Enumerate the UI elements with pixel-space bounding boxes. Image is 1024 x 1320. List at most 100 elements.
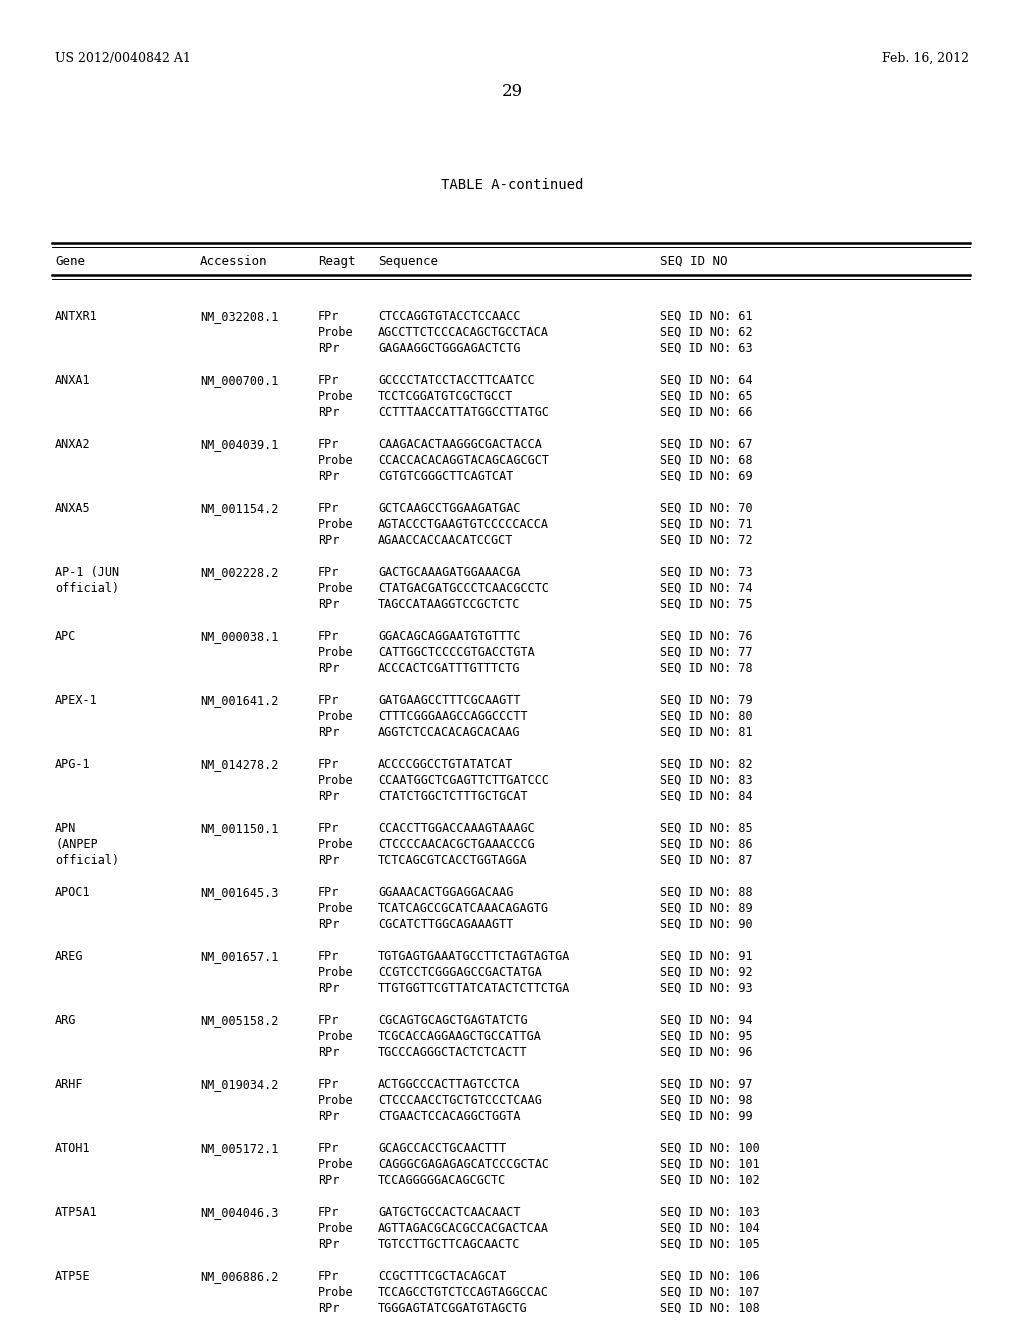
Text: ATP5A1: ATP5A1 — [55, 1206, 97, 1218]
Text: Probe: Probe — [318, 1030, 353, 1043]
Text: US 2012/0040842 A1: US 2012/0040842 A1 — [55, 51, 190, 65]
Text: ACCCACTCGATTTGTTTCTG: ACCCACTCGATTTGTTTCTG — [378, 663, 520, 675]
Text: AP-1 (JUN: AP-1 (JUN — [55, 566, 119, 579]
Text: SEQ ID NO: 106: SEQ ID NO: 106 — [660, 1270, 760, 1283]
Text: CATTGGCTCCCCGTGACCTGTA: CATTGGCTCCCCGTGACCTGTA — [378, 645, 535, 659]
Text: CTATGACGATGCCCTCAACGCCTC: CTATGACGATGCCCTCAACGCCTC — [378, 582, 549, 595]
Text: GCTCAAGCCTGGAAGATGAC: GCTCAAGCCTGGAAGATGAC — [378, 502, 520, 515]
Text: SEQ ID NO: 92: SEQ ID NO: 92 — [660, 966, 753, 979]
Text: Probe: Probe — [318, 710, 353, 723]
Text: FPr: FPr — [318, 502, 339, 515]
Text: ARG: ARG — [55, 1014, 77, 1027]
Text: TCTCAGCGTCACCTGGTAGGA: TCTCAGCGTCACCTGGTAGGA — [378, 854, 527, 867]
Text: SEQ ID NO: 79: SEQ ID NO: 79 — [660, 694, 753, 708]
Text: RPr: RPr — [318, 470, 339, 483]
Text: CAAGACACTAAGGGCGACTACCA: CAAGACACTAAGGGCGACTACCA — [378, 438, 542, 451]
Text: AGTACCCTGAAGTGTCCCCCACCA: AGTACCCTGAAGTGTCCCCCACCA — [378, 517, 549, 531]
Text: TCCTCGGATGTCGCTGCCT: TCCTCGGATGTCGCTGCCT — [378, 389, 513, 403]
Text: SEQ ID NO: 73: SEQ ID NO: 73 — [660, 566, 753, 579]
Text: SEQ ID NO: 87: SEQ ID NO: 87 — [660, 854, 753, 867]
Text: SEQ ID NO: 74: SEQ ID NO: 74 — [660, 582, 753, 595]
Text: SEQ ID NO: 88: SEQ ID NO: 88 — [660, 886, 753, 899]
Text: Probe: Probe — [318, 389, 353, 403]
Text: NM_001657.1: NM_001657.1 — [200, 950, 279, 964]
Text: CCACCACACAGGTACAGCAGCGCT: CCACCACACAGGTACAGCAGCGCT — [378, 454, 549, 467]
Text: SEQ ID NO: 78: SEQ ID NO: 78 — [660, 663, 753, 675]
Text: SEQ ID NO: 77: SEQ ID NO: 77 — [660, 645, 753, 659]
Text: FPr: FPr — [318, 1142, 339, 1155]
Text: GACTGCAAAGATGGAAACGA: GACTGCAAAGATGGAAACGA — [378, 566, 520, 579]
Text: 29: 29 — [502, 83, 522, 100]
Text: FPr: FPr — [318, 694, 339, 708]
Text: Probe: Probe — [318, 454, 353, 467]
Text: CCACCTTGGACCAAAGTAAAGC: CCACCTTGGACCAAAGTAAAGC — [378, 822, 535, 836]
Text: Probe: Probe — [318, 1286, 353, 1299]
Text: CCAATGGCTCGAGTTCTTGATCCC: CCAATGGCTCGAGTTCTTGATCCC — [378, 774, 549, 787]
Text: RPr: RPr — [318, 854, 339, 867]
Text: GGAAACACTGGAGGACAAG: GGAAACACTGGAGGACAAG — [378, 886, 513, 899]
Text: NM_006886.2: NM_006886.2 — [200, 1270, 279, 1283]
Text: ATP5E: ATP5E — [55, 1270, 91, 1283]
Text: CCTTTAACCATTATGGCCTTATGC: CCTTTAACCATTATGGCCTTATGC — [378, 407, 549, 418]
Text: AGGTCTCCACACAGCACAAG: AGGTCTCCACACAGCACAAG — [378, 726, 520, 739]
Text: GCCCCTATCCTACCTTCAATCC: GCCCCTATCCTACCTTCAATCC — [378, 374, 535, 387]
Text: SEQ ID NO: 99: SEQ ID NO: 99 — [660, 1110, 753, 1123]
Text: CTATCTGGCTCTTTGCTGCAT: CTATCTGGCTCTTTGCTGCAT — [378, 789, 527, 803]
Text: Probe: Probe — [318, 582, 353, 595]
Text: NM_014278.2: NM_014278.2 — [200, 758, 279, 771]
Text: SEQ ID NO: 102: SEQ ID NO: 102 — [660, 1173, 760, 1187]
Text: SEQ ID NO: 75: SEQ ID NO: 75 — [660, 598, 753, 611]
Text: TGTGAGTGAAATGCCTTCTAGTAGTGA: TGTGAGTGAAATGCCTTCTAGTAGTGA — [378, 950, 570, 964]
Text: (ANPEP: (ANPEP — [55, 838, 97, 851]
Text: SEQ ID NO: 66: SEQ ID NO: 66 — [660, 407, 753, 418]
Text: TTGTGGTTCGTTATCATACTCTTCTGA: TTGTGGTTCGTTATCATACTCTTCTGA — [378, 982, 570, 995]
Text: Probe: Probe — [318, 966, 353, 979]
Text: Probe: Probe — [318, 517, 353, 531]
Text: NM_004046.3: NM_004046.3 — [200, 1206, 279, 1218]
Text: Probe: Probe — [318, 902, 353, 915]
Text: RPr: RPr — [318, 1302, 339, 1315]
Text: NM_000700.1: NM_000700.1 — [200, 374, 279, 387]
Text: SEQ ID NO: 69: SEQ ID NO: 69 — [660, 470, 753, 483]
Text: FPr: FPr — [318, 950, 339, 964]
Text: Probe: Probe — [318, 1158, 353, 1171]
Text: SEQ ID NO: 98: SEQ ID NO: 98 — [660, 1094, 753, 1107]
Text: Feb. 16, 2012: Feb. 16, 2012 — [882, 51, 969, 65]
Text: NM_005158.2: NM_005158.2 — [200, 1014, 279, 1027]
Text: SEQ ID NO: 76: SEQ ID NO: 76 — [660, 630, 753, 643]
Text: SEQ ID NO: 64: SEQ ID NO: 64 — [660, 374, 753, 387]
Text: RPr: RPr — [318, 535, 339, 546]
Text: FPr: FPr — [318, 758, 339, 771]
Text: SEQ ID NO: 96: SEQ ID NO: 96 — [660, 1045, 753, 1059]
Text: Probe: Probe — [318, 1094, 353, 1107]
Text: GATGCTGCCACTCAACAACT: GATGCTGCCACTCAACAACT — [378, 1206, 520, 1218]
Text: RPr: RPr — [318, 789, 339, 803]
Text: ARHF: ARHF — [55, 1078, 84, 1092]
Text: ANXA1: ANXA1 — [55, 374, 91, 387]
Text: SEQ ID NO: 104: SEQ ID NO: 104 — [660, 1222, 760, 1236]
Text: ANXA2: ANXA2 — [55, 438, 91, 451]
Text: SEQ ID NO: 61: SEQ ID NO: 61 — [660, 310, 753, 323]
Text: AGAACCACCAACATCCGCT: AGAACCACCAACATCCGCT — [378, 535, 513, 546]
Text: FPr: FPr — [318, 1078, 339, 1092]
Text: SEQ ID NO: 85: SEQ ID NO: 85 — [660, 822, 753, 836]
Text: RPr: RPr — [318, 1045, 339, 1059]
Text: FPr: FPr — [318, 1014, 339, 1027]
Text: TAGCCATAAGGTCCGCTCTC: TAGCCATAAGGTCCGCTCTC — [378, 598, 520, 611]
Text: FPr: FPr — [318, 1206, 339, 1218]
Text: SEQ ID NO: 107: SEQ ID NO: 107 — [660, 1286, 760, 1299]
Text: Gene: Gene — [55, 255, 85, 268]
Text: CTGAACTCCACAGGCTGGTA: CTGAACTCCACAGGCTGGTA — [378, 1110, 520, 1123]
Text: TCCAGCCTGTCTCCAGTAGGCCAC: TCCAGCCTGTCTCCAGTAGGCCAC — [378, 1286, 549, 1299]
Text: ACTGGCCCACTTAGTCCTCA: ACTGGCCCACTTAGTCCTCA — [378, 1078, 520, 1092]
Text: RPr: RPr — [318, 663, 339, 675]
Text: NM_001641.2: NM_001641.2 — [200, 694, 279, 708]
Text: RPr: RPr — [318, 342, 339, 355]
Text: ATOH1: ATOH1 — [55, 1142, 91, 1155]
Text: ANXA5: ANXA5 — [55, 502, 91, 515]
Text: TABLE A-continued: TABLE A-continued — [440, 178, 584, 191]
Text: CAGGGCGAGAGAGCATCCCGCTAC: CAGGGCGAGAGAGCATCCCGCTAC — [378, 1158, 549, 1171]
Text: CTCCAGGTGTACCTCCAACC: CTCCAGGTGTACCTCCAACC — [378, 310, 520, 323]
Text: NM_002228.2: NM_002228.2 — [200, 566, 279, 579]
Text: SEQ ID NO: 84: SEQ ID NO: 84 — [660, 789, 753, 803]
